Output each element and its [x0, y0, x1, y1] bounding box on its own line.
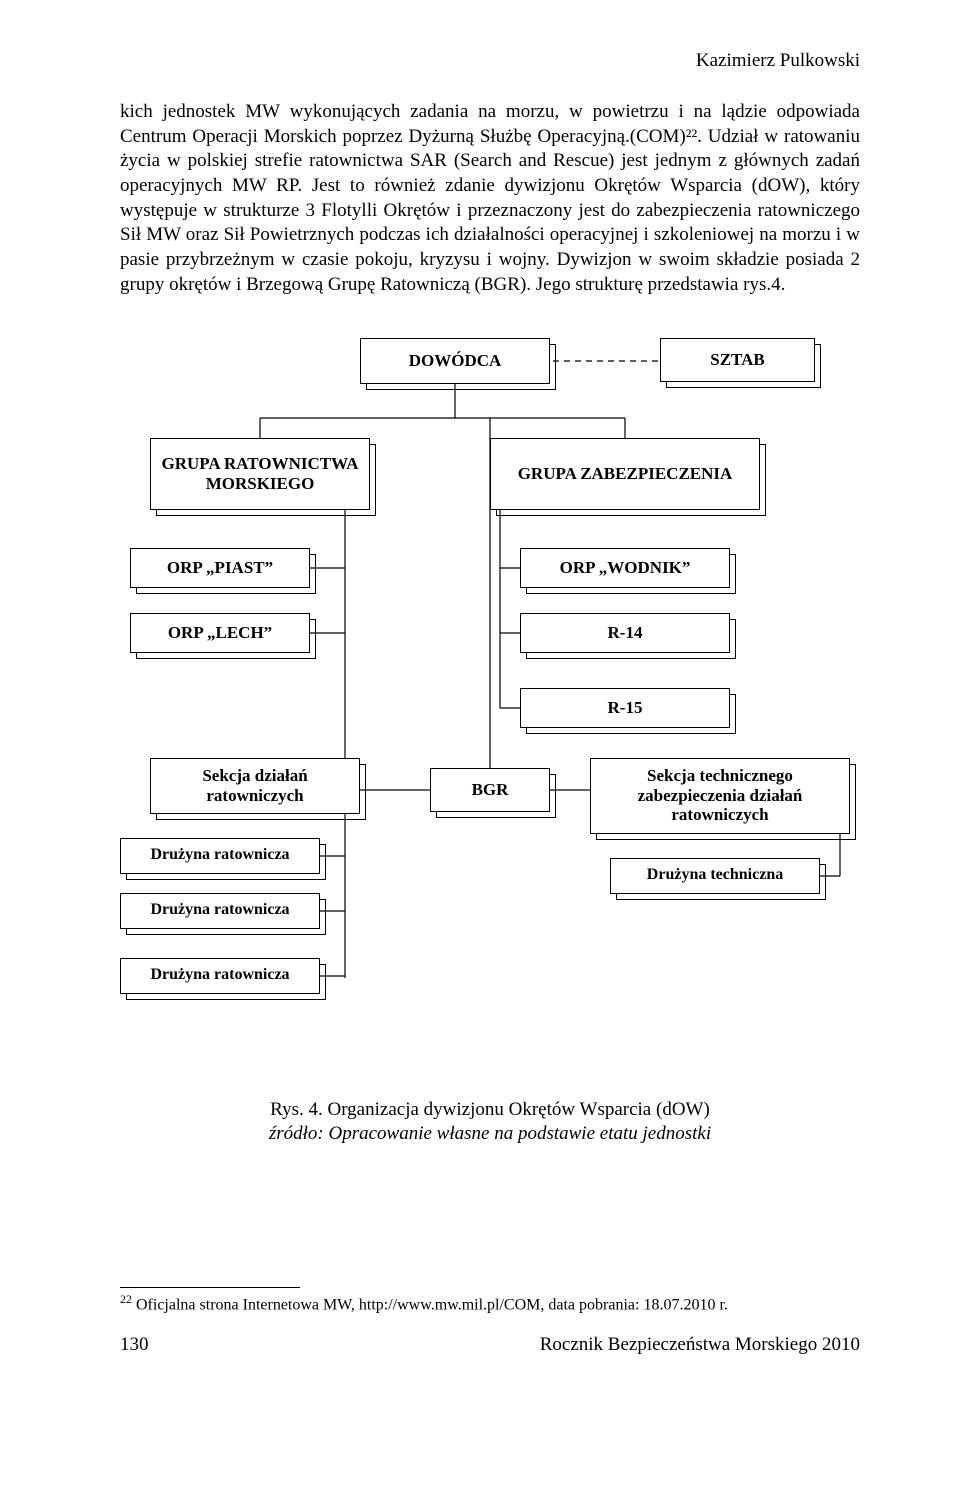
node-bgr: BGR [430, 768, 550, 812]
node-orp-piast: ORP „PIAST” [130, 548, 310, 588]
node-druzyna-techniczna: Drużyna techniczna [610, 858, 820, 894]
footnote-marker: 22 [120, 1292, 132, 1306]
footnote-text: Oficjalna strona Internetowa MW, http://… [132, 1296, 728, 1313]
page-footer: 130 Rocznik Bezpieczeństwa Morskiego 201… [120, 1334, 860, 1356]
node-r14: R-14 [520, 613, 730, 653]
node-druzyna-ratownicza-2: Drużyna ratownicza [120, 893, 320, 929]
node-sekcja-dzialan: Sekcja działań ratowniczych [150, 758, 360, 814]
figure-caption: Rys. 4. Organizacja dywizjonu Okrętów Ws… [120, 1098, 860, 1147]
node-r15: R-15 [520, 688, 730, 728]
node-orp-wodnik: ORP „WODNIK” [520, 548, 730, 588]
page-number: 130 [120, 1334, 149, 1356]
journal-title: Rocznik Bezpieczeństwa Morskiego 2010 [540, 1334, 860, 1356]
node-orp-lech: ORP „LECH” [130, 613, 310, 653]
body-paragraph: kich jednostek MW wykonujących zadania n… [120, 100, 860, 298]
caption-line2: źródło: Opracowanie własne na podstawie … [120, 1122, 860, 1147]
node-druzyna-ratownicza-3: Drużyna ratownicza [120, 958, 320, 994]
node-dowodca: DOWÓDCA [360, 338, 550, 384]
footnote: 22 Oficjalna strona Internetowa MW, http… [120, 1292, 860, 1316]
caption-line1: Rys. 4. Organizacja dywizjonu Okrętów Ws… [120, 1098, 860, 1123]
node-sekcja-technicznego: Sekcja technicznego zabezpieczenia dział… [590, 758, 850, 834]
org-chart: DOWÓDCA SZTAB GRUPA RATOWNICTWA MORSKIEG… [120, 338, 860, 1068]
node-druzyna-ratownicza-1: Drużyna ratownicza [120, 838, 320, 874]
author-name: Kazimierz Pulkowski [120, 50, 860, 72]
node-sztab: SZTAB [660, 338, 815, 382]
footnote-rule [120, 1287, 300, 1288]
node-grupa-zabezpieczenia: GRUPA ZABEZPIECZENIA [490, 438, 760, 510]
node-grupa-ratownictwa: GRUPA RATOWNICTWA MORSKIEGO [150, 438, 370, 510]
